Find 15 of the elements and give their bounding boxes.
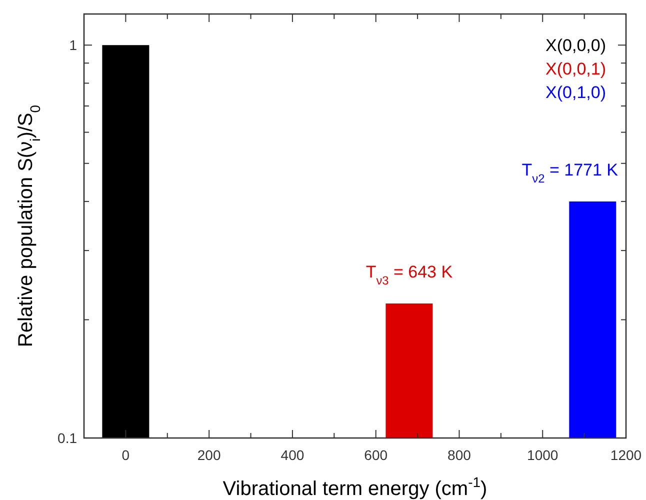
x-tick-label: 400 [280, 447, 304, 463]
x-tick-label: 0 [122, 447, 130, 463]
text: X(0,0,1) [546, 60, 606, 79]
y-tick-label: 1 [69, 37, 78, 54]
x-tick-label: 1000 [527, 447, 558, 463]
x-tick-label: 1200 [610, 447, 642, 463]
y-tick-label: 0.1 [58, 430, 78, 446]
text: X(0,0,0) [546, 36, 606, 56]
annotation: T$_{ν2}$ = 1771 K [522, 160, 619, 186]
x-tick-label: 800 [448, 447, 472, 463]
x-tick-label: 200 [197, 447, 221, 463]
text: X(0,1,0) [546, 83, 606, 102]
annotation: T$_{ν3}$ = 643 K [366, 262, 454, 288]
x-axis-title: Vibrational term energy (cm$^{-1}$) [222, 474, 488, 500]
x-tick-label: 600 [364, 447, 388, 463]
